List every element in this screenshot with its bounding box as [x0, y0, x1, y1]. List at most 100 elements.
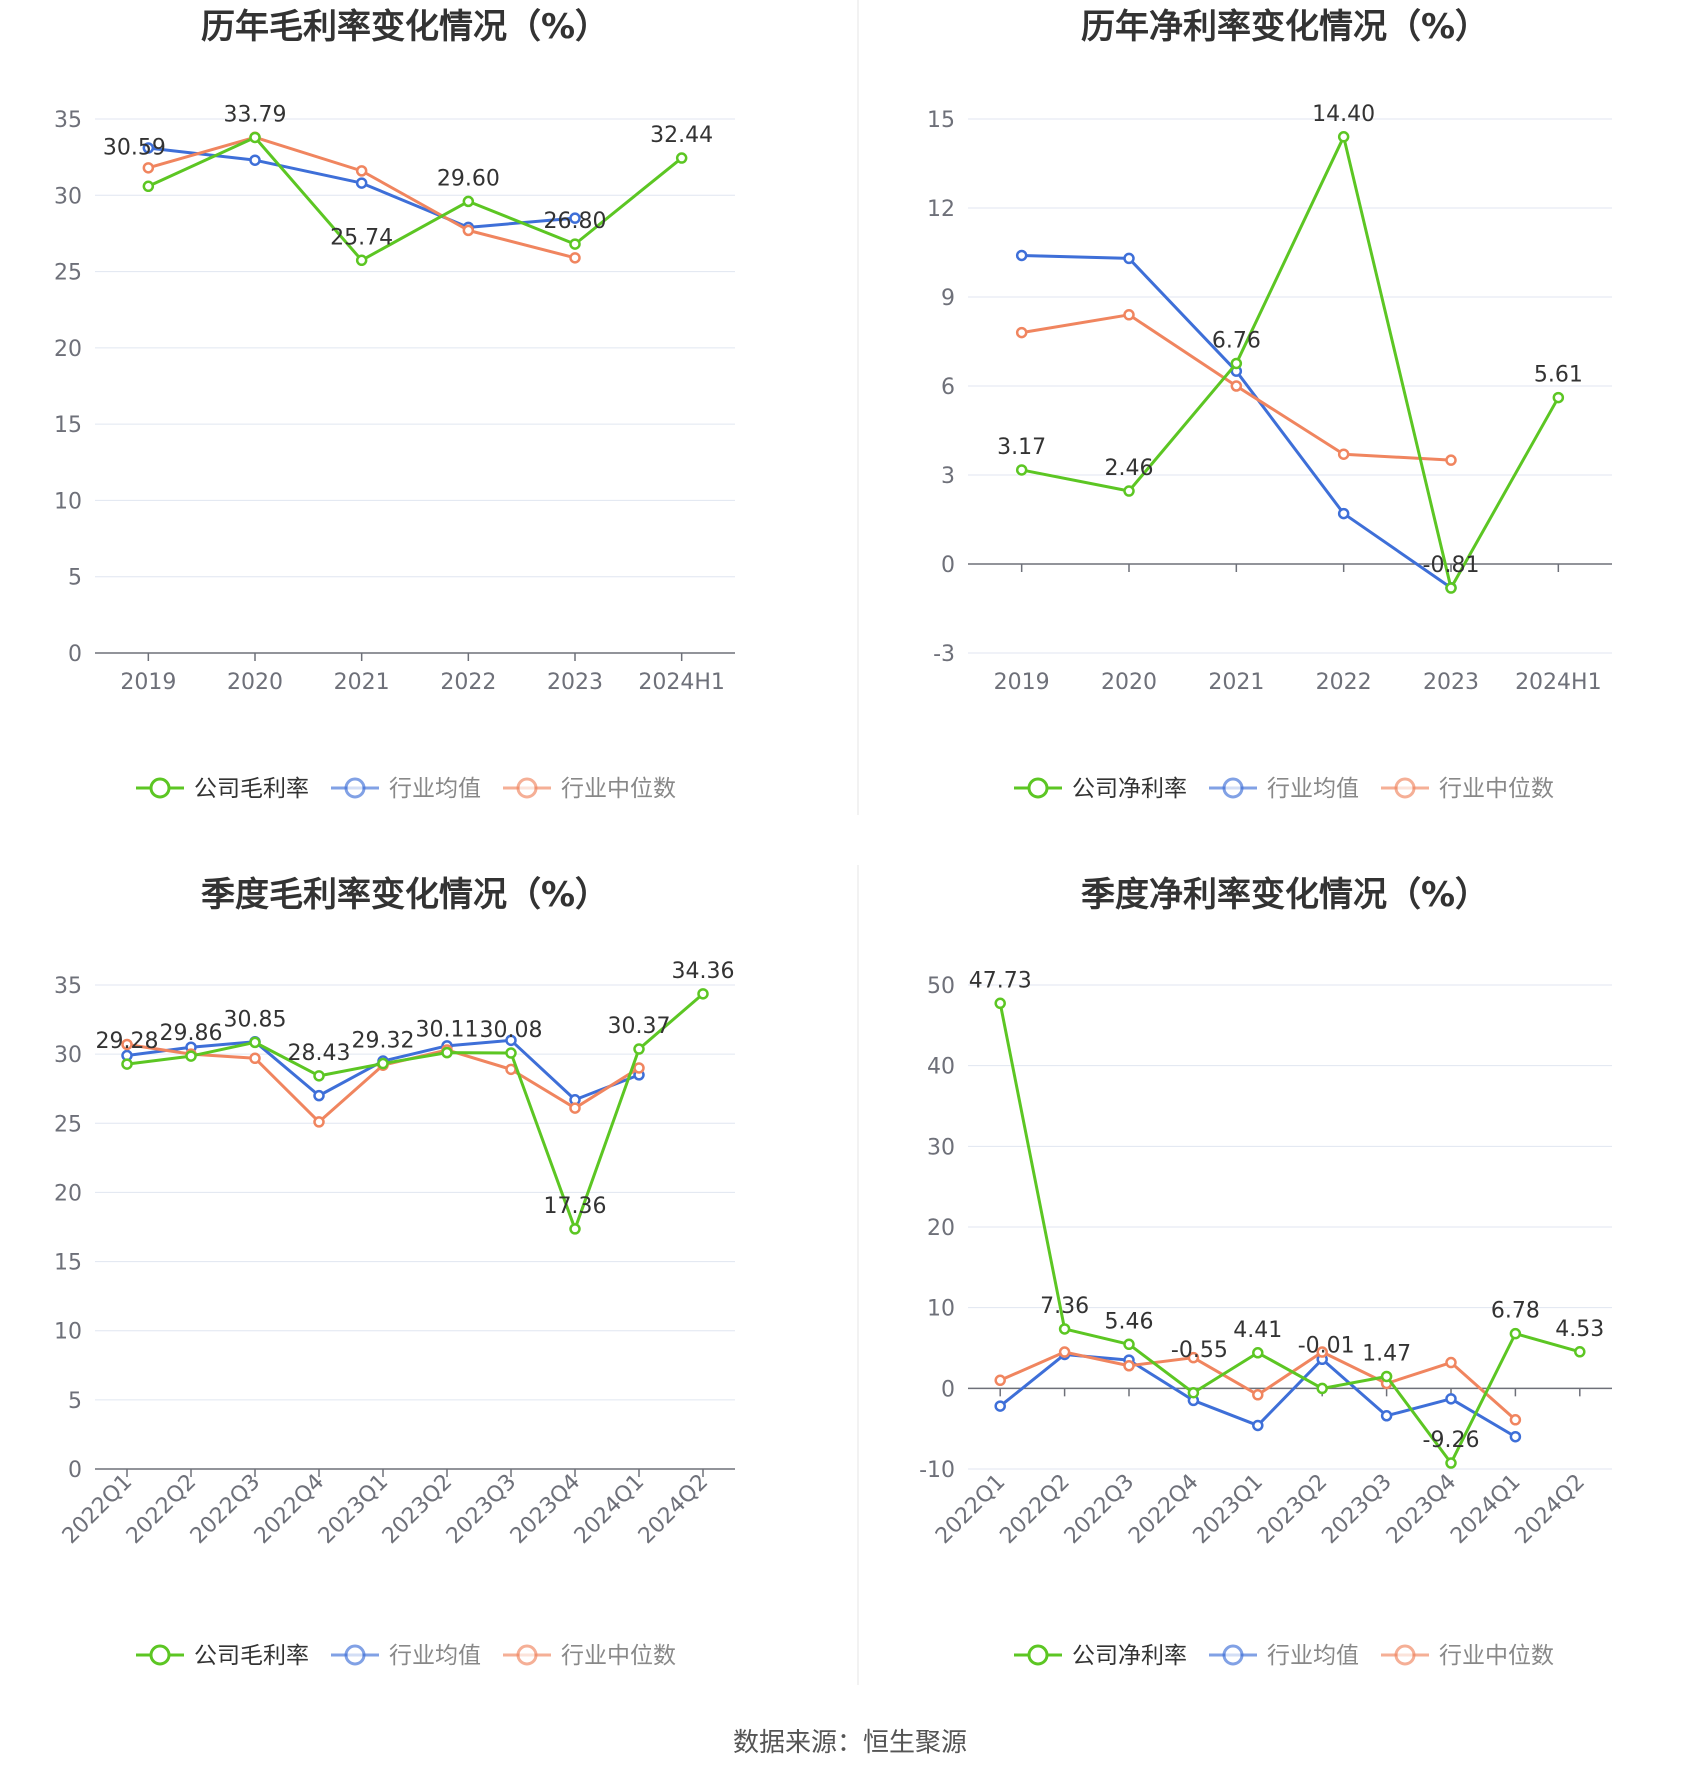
data-point-industry_avg[interactable] — [313, 1089, 325, 1102]
data-point-industry_avg[interactable] — [355, 177, 368, 189]
data-point-industry_median[interactable] — [1230, 380, 1243, 392]
data-point-company[interactable] — [121, 1058, 133, 1070]
data-point-company[interactable] — [1058, 1323, 1071, 1335]
data-point-company[interactable] — [1123, 485, 1135, 497]
data-point-company[interactable] — [1445, 1457, 1457, 1469]
series-line-industry_median — [999, 1350, 1517, 1421]
data-point-company[interactable] — [313, 1070, 325, 1082]
data-point-company[interactable] — [249, 1036, 261, 1049]
data-point-industry_avg[interactable] — [569, 212, 581, 224]
data-point-company[interactable] — [462, 195, 475, 208]
data-point-industry_median[interactable] — [1015, 326, 1028, 339]
data-point-company[interactable] — [1574, 1346, 1586, 1358]
legend-item-industry_median[interactable]: 行业中位数 — [1381, 776, 1554, 802]
data-point-company[interactable] — [1337, 131, 1350, 143]
data-point-industry_avg[interactable] — [142, 142, 155, 154]
data-point-industry_avg[interactable] — [1337, 507, 1350, 520]
legend-item-company[interactable]: 公司净利率 — [1014, 1643, 1187, 1669]
data-point-industry_median[interactable] — [1316, 1346, 1328, 1358]
data-point-industry_avg[interactable] — [505, 1034, 517, 1047]
legend-item-industry_avg[interactable]: 行业均值 — [331, 776, 481, 802]
data-label: 29.32 — [352, 1029, 415, 1054]
data-point-industry_avg[interactable] — [994, 1400, 1006, 1412]
chart-title: 历年毛利率变化情况（%） — [201, 7, 609, 47]
legend-item-company[interactable]: 公司毛利率 — [136, 776, 309, 802]
y-tick-label: 20 — [54, 337, 82, 362]
data-point-industry_median[interactable] — [355, 165, 368, 177]
data-point-company[interactable] — [697, 988, 709, 1000]
data-point-industry_median[interactable] — [1509, 1414, 1522, 1426]
data-point-company[interactable] — [355, 254, 368, 267]
legend-label: 行业均值 — [1267, 1643, 1359, 1669]
data-label: 32.44 — [650, 123, 713, 148]
data-point-company[interactable] — [1316, 1382, 1328, 1395]
data-point-company[interactable] — [185, 1050, 197, 1062]
data-point-industry_median[interactable] — [994, 1374, 1006, 1387]
data-point-industry_median[interactable] — [569, 252, 581, 264]
data-point-company[interactable] — [1252, 1347, 1264, 1359]
legend-label: 行业均值 — [389, 776, 481, 802]
data-point-industry_median[interactable] — [569, 1102, 581, 1114]
data-point-industry_median[interactable] — [313, 1116, 325, 1128]
data-point-industry_avg[interactable] — [1123, 252, 1135, 265]
data-point-industry_median[interactable] — [462, 224, 475, 237]
data-point-company[interactable] — [249, 131, 261, 144]
data-point-company[interactable] — [441, 1046, 453, 1059]
legend-item-industry_median[interactable]: 行业中位数 — [503, 1643, 676, 1669]
data-point-company[interactable] — [1445, 582, 1457, 594]
legend-item-company[interactable]: 公司净利率 — [1014, 776, 1187, 802]
data-point-industry_avg[interactable] — [1380, 1410, 1393, 1422]
legend-item-industry_median[interactable]: 行业中位数 — [503, 776, 676, 802]
x-tick-label: 2023Q2 — [378, 1470, 457, 1549]
legend-item-industry_avg[interactable]: 行业均值 — [331, 1643, 481, 1669]
data-point-industry_median[interactable] — [1123, 1359, 1135, 1372]
legend-marker — [1394, 777, 1416, 799]
legend-item-industry_avg[interactable]: 行业均值 — [1209, 776, 1359, 802]
data-point-company[interactable] — [1509, 1327, 1522, 1340]
data-point-industry_avg[interactable] — [1509, 1430, 1522, 1443]
data-point-industry_avg[interactable] — [1252, 1419, 1264, 1432]
series-line-company — [998, 1003, 1581, 1465]
data-label: 30.08 — [480, 1018, 543, 1043]
data-point-company[interactable] — [1552, 391, 1565, 404]
data-point-industry_median[interactable] — [142, 162, 155, 174]
x-tick-label: 2019 — [994, 670, 1050, 695]
data-point-company[interactable] — [569, 238, 581, 250]
data-label: 30.85 — [224, 1007, 287, 1032]
data-point-company[interactable] — [377, 1057, 389, 1070]
data-point-industry_median[interactable] — [633, 1062, 645, 1074]
legend-marker — [1027, 777, 1049, 799]
data-point-company[interactable] — [142, 180, 155, 193]
legend-item-industry_avg[interactable]: 行业均值 — [1209, 1643, 1359, 1669]
legend-item-company[interactable]: 公司毛利率 — [136, 1643, 309, 1669]
data-point-industry_avg[interactable] — [1445, 1393, 1457, 1405]
data-point-industry_avg[interactable] — [1015, 249, 1028, 262]
data-point-industry_median[interactable] — [1123, 309, 1135, 321]
data-point-company[interactable] — [1230, 357, 1243, 370]
x-tick-label: 2023 — [1423, 670, 1479, 695]
data-point-industry_median[interactable] — [1058, 1346, 1071, 1358]
data-point-industry_median[interactable] — [1337, 448, 1350, 460]
data-point-company[interactable] — [1015, 464, 1028, 476]
data-label: 25.74 — [330, 225, 393, 250]
data-point-industry_median[interactable] — [249, 1052, 261, 1065]
data-point-industry_median[interactable] — [121, 1038, 133, 1051]
data-point-company[interactable] — [1380, 1370, 1393, 1383]
x-tick-label: 2020 — [1101, 670, 1157, 695]
data-point-company[interactable] — [1123, 1338, 1135, 1351]
data-point-industry_median[interactable] — [1252, 1389, 1264, 1401]
data-point-industry_median[interactable] — [1445, 454, 1457, 466]
data-point-company[interactable] — [1187, 1387, 1200, 1399]
legend-label: 公司净利率 — [1072, 1643, 1187, 1669]
data-point-industry_median[interactable] — [505, 1063, 517, 1076]
legend-item-industry_median[interactable]: 行业中位数 — [1381, 1643, 1554, 1669]
data-point-company[interactable] — [505, 1047, 517, 1059]
data-point-company[interactable] — [633, 1043, 645, 1055]
data-point-company[interactable] — [569, 1223, 581, 1235]
data-point-company[interactable] — [994, 997, 1006, 1010]
data-point-company[interactable] — [675, 152, 688, 164]
data-point-industry_median[interactable] — [1445, 1356, 1457, 1369]
data-point-industry_median[interactable] — [1187, 1351, 1200, 1364]
data-point-industry_avg[interactable] — [249, 154, 261, 166]
y-tick-label: -3 — [933, 642, 955, 667]
